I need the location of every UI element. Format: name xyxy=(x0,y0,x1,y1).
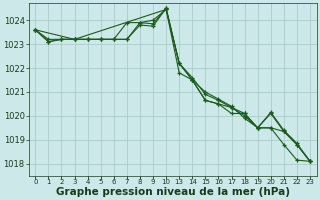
X-axis label: Graphe pression niveau de la mer (hPa): Graphe pression niveau de la mer (hPa) xyxy=(56,187,290,197)
